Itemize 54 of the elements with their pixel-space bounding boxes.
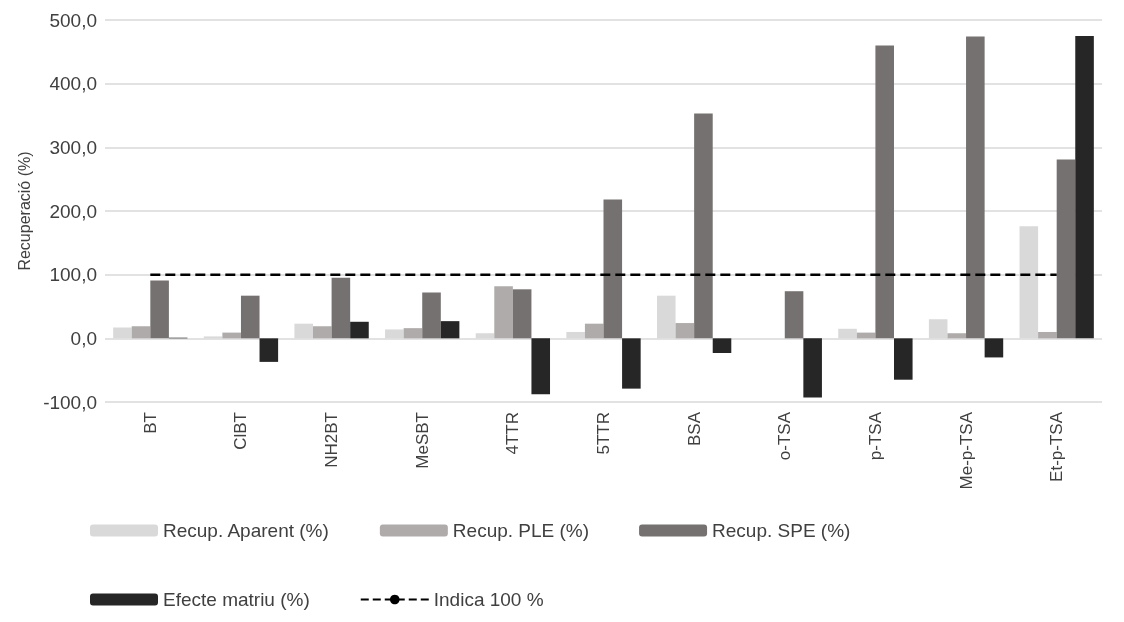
y-axis-title: Recuperació (%) xyxy=(15,151,33,271)
y-tick-label: 200,0 xyxy=(49,200,97,222)
legend-label: Recup. Aparent (%) xyxy=(163,520,329,541)
legend-label: Recup. SPE (%) xyxy=(712,520,851,541)
bar xyxy=(222,332,241,339)
y-tick-label: 100,0 xyxy=(49,264,97,286)
x-tick-label: ClBT xyxy=(231,412,251,450)
bar xyxy=(422,292,441,339)
bar xyxy=(494,286,513,339)
bar xyxy=(313,326,332,339)
bar xyxy=(893,338,913,380)
x-tick-label: MeSBT xyxy=(412,412,432,469)
bar xyxy=(694,113,713,339)
bar xyxy=(584,323,604,339)
y-tick-label: 500,0 xyxy=(49,9,97,31)
x-tick-label: o-TSA xyxy=(775,411,795,461)
bar xyxy=(803,338,822,398)
x-tick-label: 5TTR xyxy=(594,412,613,455)
legend-label: Efecte matriu (%) xyxy=(163,589,310,610)
y-tick-label: -100,0 xyxy=(43,391,97,413)
bar xyxy=(440,321,460,339)
bar xyxy=(131,326,151,339)
bar xyxy=(675,323,695,339)
bar xyxy=(1075,35,1094,339)
bar xyxy=(240,295,260,339)
bar xyxy=(622,338,641,389)
bar xyxy=(984,338,1004,358)
bar xyxy=(784,291,804,339)
x-tick-label: NH2BT xyxy=(322,412,342,468)
y-tick-label: 0,0 xyxy=(70,327,97,349)
legend-label: Indica 100 % xyxy=(433,589,544,610)
bar xyxy=(966,36,985,339)
x-tick-label: 4TTR xyxy=(503,412,523,455)
bar xyxy=(875,45,894,339)
bar xyxy=(1038,331,1057,339)
bar xyxy=(350,321,369,339)
y-tick-label: 300,0 xyxy=(49,136,97,158)
legend-label: Recup. PLE (%) xyxy=(452,520,590,541)
bar xyxy=(403,328,423,339)
bar xyxy=(331,277,351,339)
x-tick-label: p-TSA xyxy=(865,411,885,461)
bar xyxy=(531,338,551,395)
bar xyxy=(150,280,169,339)
y-tick-label: 400,0 xyxy=(49,73,97,95)
x-tick-label: Me-p-TSA xyxy=(956,411,976,490)
bar xyxy=(259,338,279,362)
x-tick-label: BSA xyxy=(684,411,704,447)
bar xyxy=(512,289,532,339)
bar xyxy=(1056,159,1076,339)
bar xyxy=(712,338,732,353)
x-tick-label: Et-p-TSA xyxy=(1047,411,1067,482)
bar xyxy=(603,199,623,339)
x-tick-label: BT xyxy=(140,412,160,434)
bar xyxy=(947,333,967,339)
